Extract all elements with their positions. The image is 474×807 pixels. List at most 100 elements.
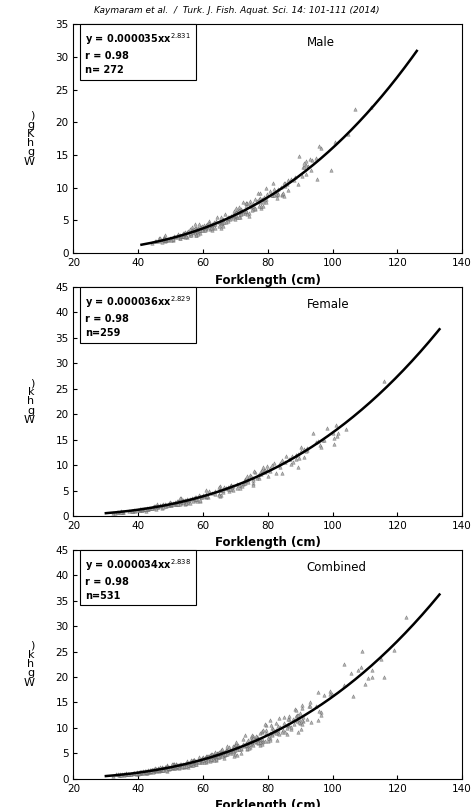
- Point: [184, 495, 191, 508]
- Point: [244, 743, 251, 756]
- Point: [294, 460, 301, 473]
- Point: [158, 763, 166, 776]
- Point: [202, 751, 210, 764]
- Point: [355, 663, 362, 676]
- Point: [196, 224, 203, 236]
- Point: [168, 497, 175, 510]
- Point: [250, 465, 258, 478]
- Point: [255, 736, 262, 749]
- Point: [229, 742, 237, 755]
- Point: [229, 742, 237, 755]
- Point: [189, 755, 196, 767]
- Point: [211, 748, 219, 761]
- Point: [189, 225, 197, 238]
- Point: [269, 459, 276, 472]
- Point: [226, 743, 234, 756]
- Point: [215, 215, 223, 228]
- Point: [178, 492, 185, 505]
- Point: [209, 753, 217, 766]
- Point: [248, 738, 255, 751]
- Point: [159, 762, 166, 775]
- Point: [249, 479, 256, 491]
- Point: [221, 747, 228, 760]
- Point: [243, 197, 251, 210]
- Point: [141, 503, 148, 516]
- Point: [223, 482, 230, 495]
- Point: [196, 753, 203, 766]
- Point: [142, 766, 150, 779]
- Point: [148, 237, 155, 250]
- Point: [171, 231, 179, 244]
- Point: [170, 758, 178, 771]
- Point: [285, 709, 292, 722]
- Point: [149, 763, 157, 776]
- Point: [193, 224, 201, 237]
- Point: [202, 754, 210, 767]
- Point: [192, 492, 200, 505]
- Point: [340, 679, 348, 692]
- Point: [274, 723, 282, 736]
- Point: [278, 467, 286, 480]
- Point: [305, 700, 313, 713]
- Point: [232, 738, 239, 751]
- Point: [167, 498, 175, 511]
- Point: [163, 761, 170, 774]
- Point: [240, 739, 247, 752]
- Point: [232, 738, 240, 751]
- Point: [181, 229, 188, 242]
- Point: [136, 766, 144, 779]
- Point: [148, 502, 156, 515]
- Point: [202, 755, 210, 767]
- Point: [219, 484, 226, 497]
- Point: [260, 461, 267, 474]
- Point: [146, 502, 153, 515]
- Point: [190, 757, 197, 770]
- Point: [292, 703, 299, 716]
- Text: y = 0.000034xx$^{2.838}$
r = 0.98
n=531: y = 0.000034xx$^{2.838}$ r = 0.98 n=531: [85, 557, 191, 600]
- Point: [198, 755, 206, 767]
- Point: [241, 472, 249, 485]
- Point: [156, 232, 164, 245]
- Point: [122, 767, 130, 780]
- Point: [191, 225, 198, 238]
- Point: [173, 229, 181, 242]
- Point: [155, 763, 163, 776]
- Point: [148, 763, 155, 776]
- Point: [293, 715, 301, 728]
- Point: [118, 767, 126, 780]
- Point: [180, 230, 187, 243]
- Point: [294, 725, 302, 738]
- Point: [192, 222, 200, 235]
- Point: [164, 762, 172, 775]
- Point: [172, 760, 179, 773]
- Point: [237, 742, 245, 755]
- Point: [232, 211, 240, 224]
- Point: [240, 477, 247, 490]
- Point: [196, 493, 203, 506]
- Point: [242, 738, 249, 751]
- Point: [147, 763, 155, 776]
- Point: [256, 733, 264, 746]
- Point: [153, 763, 160, 776]
- Point: [269, 189, 277, 202]
- Point: [155, 763, 162, 776]
- Point: [152, 503, 159, 516]
- Point: [242, 475, 249, 487]
- Point: [225, 484, 233, 497]
- Point: [147, 765, 155, 778]
- Point: [255, 467, 263, 480]
- Point: [292, 709, 300, 722]
- Point: [201, 222, 209, 235]
- Point: [201, 221, 209, 234]
- X-axis label: Forklength (cm): Forklength (cm): [215, 537, 321, 550]
- Point: [183, 758, 191, 771]
- Point: [199, 224, 206, 236]
- Point: [191, 221, 199, 234]
- Point: [210, 747, 218, 760]
- Point: [190, 755, 198, 767]
- Point: [221, 208, 229, 221]
- Point: [137, 766, 144, 779]
- Point: [169, 232, 177, 245]
- Point: [176, 491, 183, 504]
- Point: [249, 197, 256, 210]
